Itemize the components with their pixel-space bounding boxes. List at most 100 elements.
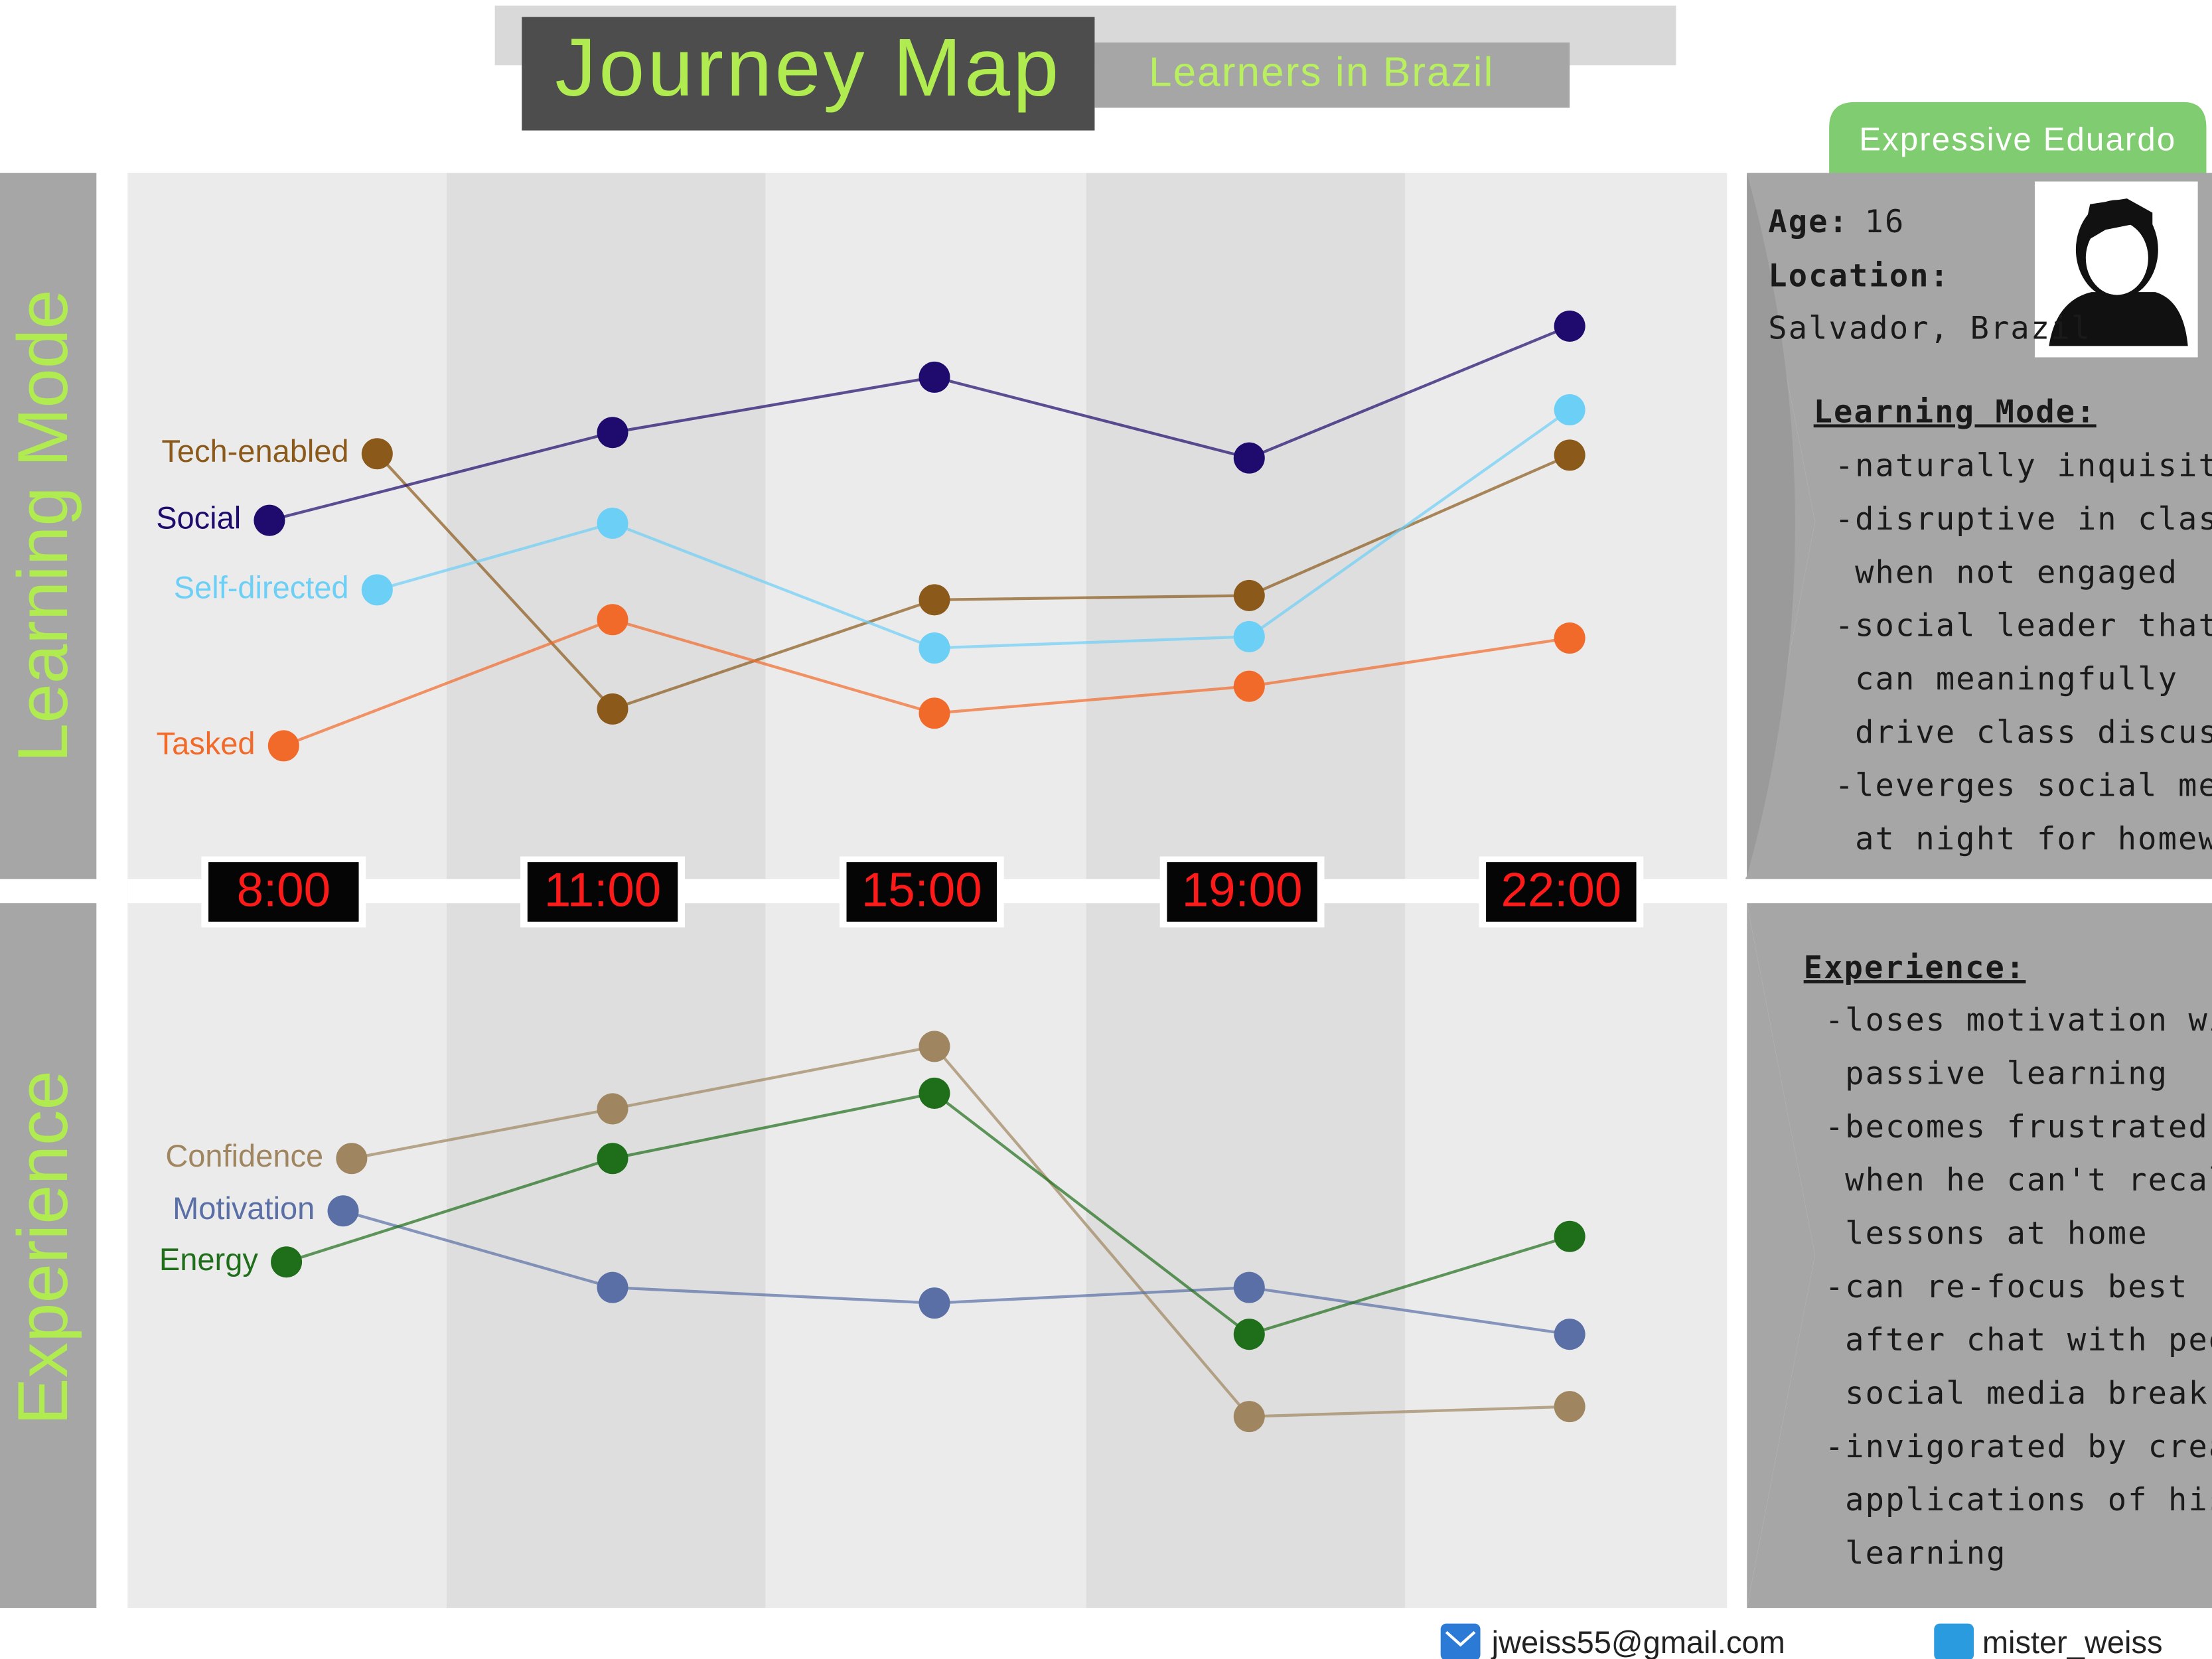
series-point [919, 1077, 950, 1109]
clock-time: 11:00 [544, 863, 661, 916]
series-point [1554, 439, 1585, 471]
series-point [1233, 579, 1265, 611]
profile-line: -disruptive in class [1835, 501, 2212, 538]
clock-face [208, 862, 359, 922]
series-point [597, 417, 628, 449]
series-point [1554, 1319, 1585, 1350]
email: jweiss55@gmail.com [1491, 1624, 1785, 1659]
series-point [267, 730, 299, 762]
series-point [1554, 310, 1585, 342]
profile-line: -can re-focus best [1825, 1269, 2189, 1305]
clock-face [527, 862, 678, 922]
twitter-icon [1934, 1623, 1974, 1659]
series-point [1554, 1391, 1585, 1423]
series-point [361, 438, 393, 470]
clock-time: 19:00 [1182, 863, 1303, 916]
series-point [1554, 394, 1585, 426]
series-label: Tech-enabled [161, 433, 348, 469]
clock-face [1167, 862, 1317, 922]
location-label: Location: [1768, 257, 1950, 294]
series-point [919, 697, 950, 729]
series-point [1233, 1319, 1265, 1350]
section-heading: Learning Mode: [1814, 394, 2097, 430]
profile-line: applications of his [1825, 1482, 2212, 1518]
profile-line: at night for homework [1835, 821, 2212, 857]
clock-time: 8:00 [237, 863, 331, 916]
clock-face [846, 862, 997, 922]
clock-face [1486, 862, 1637, 922]
location: Salvador, Brazil [1768, 310, 2091, 346]
profile-line: -social leader that [1835, 608, 2212, 644]
twitter: mister_weiss [1982, 1624, 2163, 1659]
series-point [361, 574, 393, 606]
subtitle-box [1094, 42, 1570, 108]
avatar-hair [2081, 198, 2153, 244]
persona-tab [1829, 102, 2207, 180]
series-point [1233, 670, 1265, 702]
profile-line: passive learning [1825, 1055, 2168, 1092]
profile-panel [1747, 903, 2212, 1609]
series-point [254, 504, 285, 536]
series-label: Self-directed [174, 569, 349, 605]
series-point [919, 1031, 950, 1062]
series-label: Confidence [165, 1138, 323, 1173]
section-label: Experience [3, 1070, 82, 1425]
series-point [597, 604, 628, 636]
profile-line: -becomes frustrated [1825, 1109, 2209, 1145]
title-box [522, 17, 1095, 131]
series-point [597, 693, 628, 725]
clock-time: 22:00 [1501, 863, 1621, 916]
email-icon [1440, 1623, 1481, 1659]
series-point [1554, 622, 1585, 654]
age-label: Age: [1768, 204, 1849, 240]
series-label: Tasked [157, 725, 256, 760]
profile-line: social media break [1825, 1375, 2209, 1411]
avatar-body [2049, 292, 2188, 346]
profile-line: -loses motivation with [1825, 1002, 2212, 1039]
section-bar [0, 173, 97, 879]
age: 16 [1865, 204, 1905, 240]
series-point [597, 1143, 628, 1175]
profile-line: when he can't recall [1825, 1162, 2212, 1198]
section-label: Learning Mode [3, 289, 82, 762]
profile-line: lessons at home [1825, 1215, 2148, 1252]
series-point [919, 361, 950, 393]
title: Journey Map [555, 22, 1061, 113]
avatar [2034, 181, 2198, 358]
series-point [1233, 620, 1265, 652]
series-label: Energy [159, 1242, 258, 1277]
footer: jweiss55@gmail.com mister_weiss [1440, 1623, 2163, 1659]
series-point [597, 507, 628, 539]
persona-name: Expressive Eduardo [1859, 122, 2176, 158]
profile-line: can meaningfully [1835, 661, 2178, 697]
series-point [1554, 1220, 1585, 1252]
profile-line: learning [1825, 1536, 2007, 1572]
profile-line: -invigorated by creative [1825, 1429, 2212, 1465]
series-label: Social [156, 500, 241, 536]
clock-time: 15:00 [861, 863, 982, 916]
profile-panel [1747, 903, 1815, 1609]
section-bar [0, 903, 97, 1609]
subtitle: Learners in Brazil [1149, 50, 1495, 96]
section-heading: Experience: [1804, 950, 2026, 986]
series-point [597, 1093, 628, 1125]
series-point [327, 1195, 359, 1227]
series-point [1233, 442, 1265, 474]
avatar-face [2085, 221, 2148, 295]
profile-line: -naturally inquisitive [1835, 448, 2212, 484]
series-point [1233, 1401, 1265, 1433]
series-point [919, 632, 950, 664]
series-label: Motivation [173, 1190, 315, 1226]
profile-line: -leverges social media [1835, 768, 2212, 804]
series-point [597, 1271, 628, 1303]
series-point [336, 1143, 368, 1175]
series-point [919, 584, 950, 616]
panel-shade [1747, 173, 1795, 877]
series-point [919, 1287, 950, 1319]
email-icon-flap [1445, 1630, 1476, 1647]
series-point [271, 1246, 303, 1278]
profile-line: after chat with peer or [1825, 1322, 2212, 1358]
series-point [1233, 1271, 1265, 1303]
profile-line: when not engaged [1835, 554, 2178, 591]
